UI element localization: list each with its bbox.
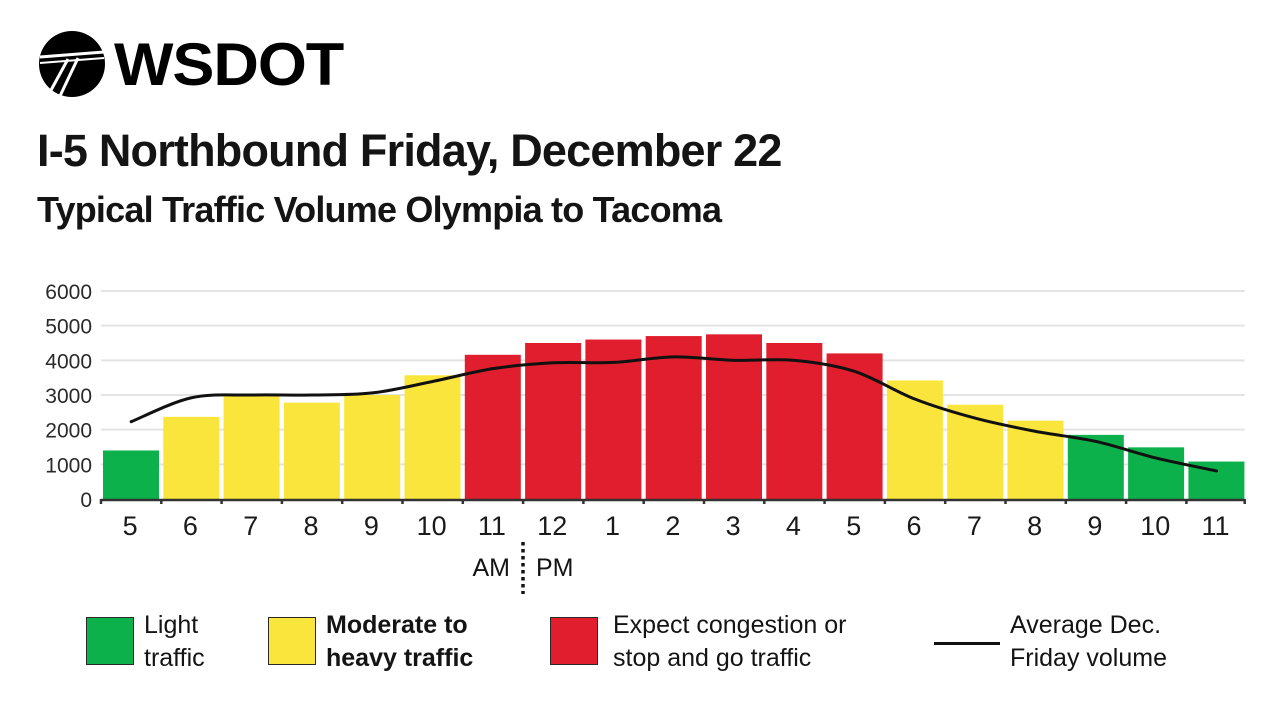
chart-subtitle: Typical Traffic Volume Olympia to Tacoma [37,189,722,230]
x-tick-label: 2 [665,511,680,541]
wsdot-emblem-icon [39,31,105,97]
y-tick-label: 0 [80,489,92,512]
x-axis-labels: 5 6 7 8 9 10 11 12 1 2 3 4 5 6 7 8 9 10 11 [123,511,1230,541]
pm-label: PM [536,554,574,582]
average-line-path [129,355,1219,473]
x-tick-label: 9 [364,511,379,541]
wsdot-logo: WSDOT [38,30,378,100]
x-tick-label: 4 [786,511,801,541]
x-tick-label: 11 [1202,511,1230,541]
bar-moderate [344,395,401,499]
chart-bars [103,334,1245,499]
bar-moderate [404,375,461,499]
y-tick-label: 1000 [45,454,92,477]
bar-moderate [223,395,280,499]
am-pm-divider: AM PM [473,542,574,594]
legend-label-moderate: Moderate to heavy traffic [326,611,474,672]
bar-congestion [585,339,642,499]
average-volume-line [129,355,1219,473]
y-tick-label: 4000 [45,350,92,373]
x-axis [99,498,1246,504]
bar-moderate [163,416,220,499]
bar-congestion [525,343,582,499]
bar-light [1067,434,1124,499]
x-tick-label: 8 [304,511,319,541]
x-tick-label: 6 [183,511,198,541]
legend-swatch-moderate [268,617,316,665]
y-tick-label: 3000 [45,385,92,408]
x-tick-label: 12 [537,511,567,541]
legend-swatch-congestion [550,617,598,665]
x-tick-label: 5 [123,511,138,541]
y-tick-label: 2000 [45,420,92,443]
bar-congestion [464,354,521,499]
y-tick-label: 5000 [45,316,92,339]
x-tick-label: 7 [243,511,258,541]
x-tick-label: 9 [1087,511,1102,541]
bar-congestion [766,343,823,499]
bar-congestion [645,336,702,499]
legend-swatch-light [86,617,134,665]
legend-label-average: Average Dec. Friday volume [1010,611,1167,672]
logo-wordmark: WSDOT [114,31,344,98]
chart-title: I-5 Northbound Friday, December 22 [37,125,782,176]
legend-label-light: Light traffic [144,611,205,672]
y-axis-labels: 0 1000 2000 3000 4000 5000 6000 [45,281,92,512]
x-tick-label: 10 [1140,511,1170,541]
am-label: AM [473,554,511,582]
bar-congestion [826,353,883,499]
bar-light [103,450,159,499]
x-tick-label: 1 [605,511,620,541]
x-tick-label: 6 [907,511,922,541]
x-tick-label: 8 [1027,511,1042,541]
legend-label-congestion: Expect congestion or stop and go traffic [613,611,847,672]
x-tick-label: 5 [846,511,861,541]
x-tick-label: 10 [417,511,447,541]
bar-moderate [283,402,340,499]
bar-moderate [947,404,1004,499]
bar-light [1128,447,1185,499]
y-tick-label: 6000 [45,281,92,304]
x-tick-label: 7 [967,511,982,541]
x-tick-label: 11 [478,511,506,541]
x-tick-label: 3 [726,511,741,541]
legend-line-icon [934,642,1000,645]
